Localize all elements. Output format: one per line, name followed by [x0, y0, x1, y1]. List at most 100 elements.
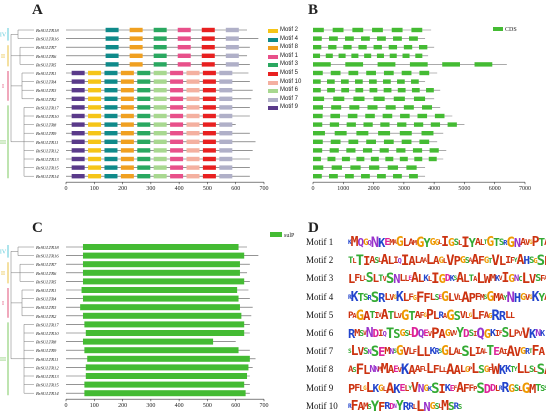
sulp-domain — [82, 278, 245, 285]
gene-label: BrSULTR3 — [36, 305, 57, 310]
gene-label: BrSULTR7 — [36, 45, 57, 50]
cds-exon — [442, 62, 460, 67]
gene-label: BrSULTR9 — [36, 348, 57, 353]
cds-exon — [419, 70, 430, 76]
cds-exon — [358, 45, 367, 50]
gene-label: BrSULTR1 — [36, 288, 56, 293]
motif-box — [186, 131, 200, 136]
motif-box — [153, 70, 167, 76]
cds-legend-label: CDS — [505, 27, 517, 33]
sulp-domain — [84, 347, 239, 354]
motif-box — [186, 165, 200, 170]
cds-exon — [409, 36, 418, 41]
motif-box — [153, 139, 167, 144]
motif-box — [153, 79, 167, 84]
motif-box — [153, 113, 167, 119]
motif-box — [120, 122, 134, 127]
motif-box — [104, 156, 118, 162]
axis-tick-label: 0 — [65, 186, 68, 192]
motif-box — [219, 156, 233, 162]
motif-box — [71, 165, 85, 170]
motif-box — [120, 148, 134, 153]
motif-box — [104, 96, 118, 101]
axis-tick-label: 0 — [65, 403, 68, 409]
cds-exon — [345, 174, 354, 179]
cds-exon — [361, 174, 370, 179]
cds-exon — [352, 27, 364, 33]
cds-exon — [383, 139, 394, 144]
motif-box — [104, 139, 118, 144]
legend-label: Motif 2 — [280, 27, 299, 33]
axis-tick-label: 300 — [146, 403, 155, 409]
motif-box — [225, 62, 239, 67]
cds-exon — [331, 165, 342, 170]
gene-label: BrSULTR6 — [36, 271, 57, 276]
motif-box — [120, 131, 134, 136]
cds-exon — [429, 148, 439, 153]
cds-exon — [327, 88, 335, 93]
legend-label: Motif 8 — [280, 44, 299, 51]
motif-box — [105, 27, 119, 33]
motif-box — [88, 122, 102, 127]
axis-c: 0 100 200 300 400 500 600 700 — [65, 398, 269, 409]
motif-logo-sequence: TLTIASLALIQIALAALAGLVPGSAAFGTVLIFYAHSGSP… — [348, 253, 546, 270]
cds-exon — [313, 139, 323, 144]
cds-exon — [400, 113, 410, 119]
motif-box — [170, 174, 184, 179]
sulp-domain — [82, 312, 242, 319]
motif-box — [137, 148, 151, 153]
sulp-domain — [80, 304, 240, 311]
motif-logo-name: Motif 7 — [306, 346, 334, 357]
motif-box — [170, 96, 184, 101]
motif-box — [186, 139, 200, 144]
gene-label: BrSULTR2 — [36, 97, 57, 102]
panel-b-label: B — [308, 2, 319, 18]
axis-tick-label: 3000 — [398, 186, 410, 192]
sulp-legend-swatch — [270, 232, 282, 237]
motif-box — [153, 174, 167, 179]
motif-box — [202, 156, 216, 162]
cds-exon — [313, 79, 321, 84]
cds-exon — [329, 174, 338, 179]
cds-exon — [411, 79, 419, 84]
motif-box — [186, 156, 200, 162]
motif-box — [219, 79, 233, 84]
gene-label: BrSULTR1 — [36, 71, 56, 76]
motif-box — [177, 36, 191, 41]
motif-box — [202, 79, 216, 84]
cds-exon — [474, 62, 493, 67]
motif-box — [120, 139, 134, 144]
motif-logo-row: Motif 8 ASFLNNMMAEVKAAFLLFLLAALGPLSGFWKKT… — [306, 360, 548, 381]
cds-exon — [379, 148, 389, 153]
sulp-legend-label: sulP — [284, 233, 295, 239]
gene-label: BrSULTR12 — [36, 365, 59, 370]
legend-label: Motif 10 — [280, 78, 302, 85]
cds-exon — [430, 122, 441, 127]
motif-logo-sequence: RKTSRSRLVGKLFGFFLSEGLVLAPFMSGMAYNHGVGKYA… — [348, 289, 546, 306]
motif-box — [219, 165, 233, 170]
motif-box — [170, 131, 184, 136]
motif-box — [88, 131, 102, 136]
motif-legend: Motif 2 Motif 4 Motif 8 Motif 1 Motif 3 Motif… — [268, 27, 308, 128]
cds-exon — [387, 165, 398, 170]
cds-exon — [313, 165, 324, 170]
motif-box — [201, 45, 215, 50]
motif-logo-row: Motif 9 PFLGLKGLAKELYVNGKSIKEFAFFPSDDLRRG… — [306, 379, 548, 400]
cds-exon — [369, 79, 377, 84]
sulp-domain — [82, 244, 239, 250]
panel-a-label: A — [32, 2, 43, 18]
motif-box — [219, 174, 233, 179]
cds-exon — [378, 131, 391, 136]
cds-exon — [328, 45, 337, 50]
cds-exon — [411, 88, 420, 93]
axis-tick-label: 5000 — [458, 186, 470, 192]
axis-tick-label: 4000 — [428, 186, 440, 192]
motif-box — [129, 36, 143, 41]
cds-exon — [426, 88, 434, 93]
motif-box — [71, 88, 85, 93]
motif-box — [201, 36, 215, 41]
motif-box — [202, 139, 216, 144]
motif-box — [71, 79, 85, 84]
legend-label: Motif 9 — [280, 104, 299, 111]
axis-tick-label: 700 — [260, 403, 269, 409]
